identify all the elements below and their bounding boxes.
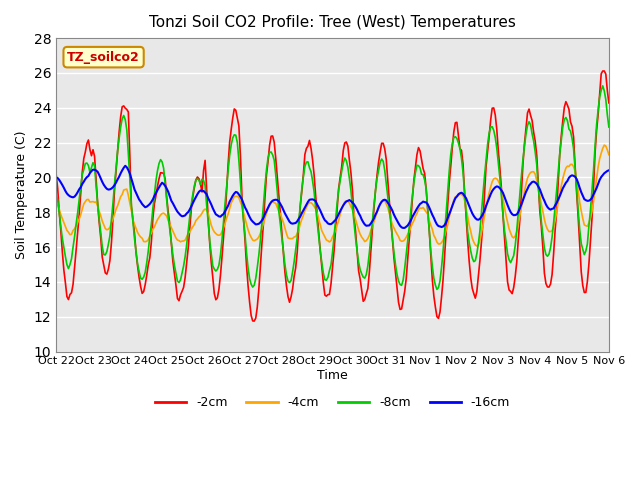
-16cm bbox=[401, 225, 408, 231]
-16cm bbox=[387, 205, 395, 211]
Line: -8cm: -8cm bbox=[56, 86, 609, 289]
-8cm bbox=[599, 83, 607, 89]
-8cm bbox=[367, 234, 375, 240]
-2cm bbox=[155, 176, 163, 181]
-4cm bbox=[600, 142, 608, 148]
Line: -2cm: -2cm bbox=[56, 71, 609, 321]
-8cm bbox=[605, 124, 612, 130]
-8cm bbox=[433, 287, 441, 292]
-16cm bbox=[68, 194, 76, 200]
-8cm bbox=[539, 232, 547, 238]
-16cm bbox=[157, 182, 164, 188]
-16cm bbox=[369, 218, 376, 224]
-4cm bbox=[473, 243, 481, 249]
-16cm bbox=[52, 175, 60, 180]
Legend: -2cm, -4cm, -8cm, -16cm: -2cm, -4cm, -8cm, -16cm bbox=[150, 391, 515, 414]
Text: TZ_soilco2: TZ_soilco2 bbox=[67, 51, 140, 64]
-16cm bbox=[605, 168, 612, 173]
-8cm bbox=[398, 282, 406, 288]
Title: Tonzi Soil CO2 Profile: Tree (West) Temperatures: Tonzi Soil CO2 Profile: Tree (West) Temp… bbox=[149, 15, 516, 30]
-2cm bbox=[387, 217, 395, 223]
-4cm bbox=[385, 210, 393, 216]
-16cm bbox=[122, 163, 129, 168]
-2cm bbox=[399, 297, 407, 303]
-8cm bbox=[68, 256, 76, 262]
-2cm bbox=[605, 100, 612, 106]
-4cm bbox=[52, 202, 60, 207]
-8cm bbox=[385, 207, 393, 213]
Line: -16cm: -16cm bbox=[56, 166, 609, 228]
-4cm bbox=[398, 239, 406, 244]
-8cm bbox=[155, 161, 163, 167]
-4cm bbox=[155, 215, 163, 220]
-4cm bbox=[605, 152, 612, 157]
-2cm bbox=[52, 171, 60, 177]
-2cm bbox=[250, 318, 258, 324]
-4cm bbox=[539, 208, 547, 214]
-4cm bbox=[367, 228, 375, 233]
Y-axis label: Soil Temperature (C): Soil Temperature (C) bbox=[15, 131, 28, 259]
Line: -4cm: -4cm bbox=[56, 145, 609, 246]
-2cm bbox=[369, 226, 376, 231]
X-axis label: Time: Time bbox=[317, 369, 348, 382]
-16cm bbox=[541, 198, 548, 204]
-8cm bbox=[52, 192, 60, 197]
-4cm bbox=[68, 231, 76, 237]
-2cm bbox=[539, 245, 547, 251]
-2cm bbox=[68, 290, 76, 296]
-2cm bbox=[600, 68, 608, 74]
-16cm bbox=[399, 225, 407, 231]
